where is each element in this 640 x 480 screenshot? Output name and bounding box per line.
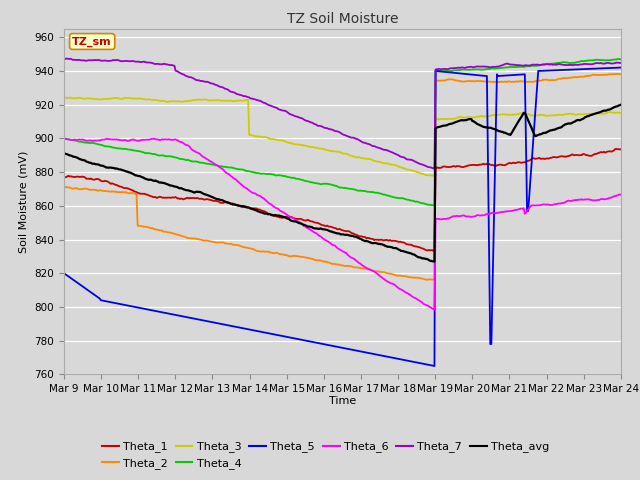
Theta_1: [612, 146, 620, 152]
Theta_2: [424, 277, 431, 283]
Theta_avg: [328, 228, 335, 234]
Legend: Theta_1, Theta_2, Theta_3, Theta_4, Theta_5, Theta_6, Theta_7, Theta_avg: Theta_1, Theta_2, Theta_3, Theta_4, Thet…: [97, 437, 554, 473]
Theta_4: [615, 56, 623, 62]
Theta_5: [605, 65, 612, 71]
Theta_7: [431, 166, 438, 172]
Theta_6: [617, 192, 625, 197]
Theta_5: [60, 270, 68, 276]
Line: Theta_avg: Theta_avg: [64, 105, 621, 262]
Line: Theta_7: Theta_7: [64, 59, 621, 169]
Text: TZ_sm: TZ_sm: [72, 36, 112, 47]
Theta_6: [362, 264, 369, 270]
Theta_7: [519, 63, 527, 69]
Line: Theta_3: Theta_3: [64, 98, 621, 176]
Theta_5: [328, 343, 335, 348]
Theta_avg: [362, 238, 369, 244]
Y-axis label: Soil Moisture (mV): Soil Moisture (mV): [19, 150, 29, 253]
Theta_5: [362, 349, 369, 355]
Theta_2: [617, 72, 625, 77]
Theta_2: [615, 71, 623, 77]
Theta_7: [60, 56, 68, 62]
Theta_6: [324, 239, 332, 245]
Theta_7: [393, 152, 401, 157]
Theta_5: [431, 363, 438, 369]
Theta_avg: [518, 114, 525, 120]
Theta_7: [326, 126, 333, 132]
Theta_1: [60, 174, 68, 180]
Theta_4: [431, 203, 438, 209]
Theta_3: [431, 173, 438, 179]
Theta_6: [431, 307, 438, 312]
Theta_4: [362, 188, 369, 194]
Theta_6: [392, 282, 399, 288]
Theta_6: [518, 206, 525, 212]
Theta_avg: [431, 259, 438, 264]
Theta_7: [362, 141, 370, 146]
Line: Theta_2: Theta_2: [64, 74, 621, 280]
Theta_3: [60, 95, 68, 101]
Theta_avg: [324, 228, 332, 233]
X-axis label: Time: Time: [329, 396, 356, 406]
Theta_2: [605, 72, 612, 77]
Theta_3: [617, 110, 625, 116]
Theta_4: [60, 135, 68, 141]
Theta_avg: [60, 151, 68, 156]
Theta_3: [329, 148, 337, 154]
Theta_2: [328, 261, 335, 266]
Theta_6: [60, 135, 68, 141]
Theta_2: [324, 260, 332, 265]
Theta_1: [429, 248, 437, 254]
Theta_2: [518, 78, 525, 84]
Theta_5: [518, 72, 525, 77]
Theta_avg: [605, 107, 612, 113]
Theta_3: [326, 148, 333, 154]
Theta_7: [62, 56, 70, 61]
Line: Theta_6: Theta_6: [64, 138, 621, 310]
Theta_1: [328, 224, 335, 230]
Theta_4: [617, 57, 625, 62]
Theta_avg: [617, 102, 625, 108]
Theta_6: [328, 241, 335, 247]
Theta_1: [605, 149, 612, 155]
Theta_4: [518, 63, 525, 69]
Theta_1: [324, 224, 332, 229]
Theta_7: [329, 127, 337, 133]
Theta_avg: [392, 245, 399, 251]
Theta_5: [617, 65, 625, 71]
Theta_1: [392, 238, 399, 244]
Theta_7: [617, 60, 625, 66]
Line: Theta_1: Theta_1: [64, 149, 621, 251]
Theta_3: [393, 163, 401, 168]
Theta_4: [328, 182, 335, 188]
Theta_5: [392, 355, 399, 361]
Line: Theta_5: Theta_5: [64, 68, 621, 366]
Theta_3: [67, 95, 74, 101]
Theta_1: [518, 160, 525, 166]
Theta_4: [324, 181, 332, 187]
Theta_3: [606, 109, 614, 115]
Theta_2: [362, 266, 369, 272]
Theta_3: [519, 111, 527, 117]
Theta_4: [392, 194, 399, 200]
Theta_2: [392, 272, 399, 278]
Theta_1: [362, 234, 369, 240]
Theta_2: [60, 184, 68, 190]
Theta_1: [617, 146, 625, 152]
Line: Theta_4: Theta_4: [64, 59, 621, 206]
Theta_5: [324, 342, 332, 348]
Theta_6: [605, 195, 612, 201]
Theta_3: [362, 156, 370, 162]
Title: TZ Soil Moisture: TZ Soil Moisture: [287, 12, 398, 26]
Theta_7: [606, 60, 614, 66]
Theta_4: [605, 58, 612, 63]
